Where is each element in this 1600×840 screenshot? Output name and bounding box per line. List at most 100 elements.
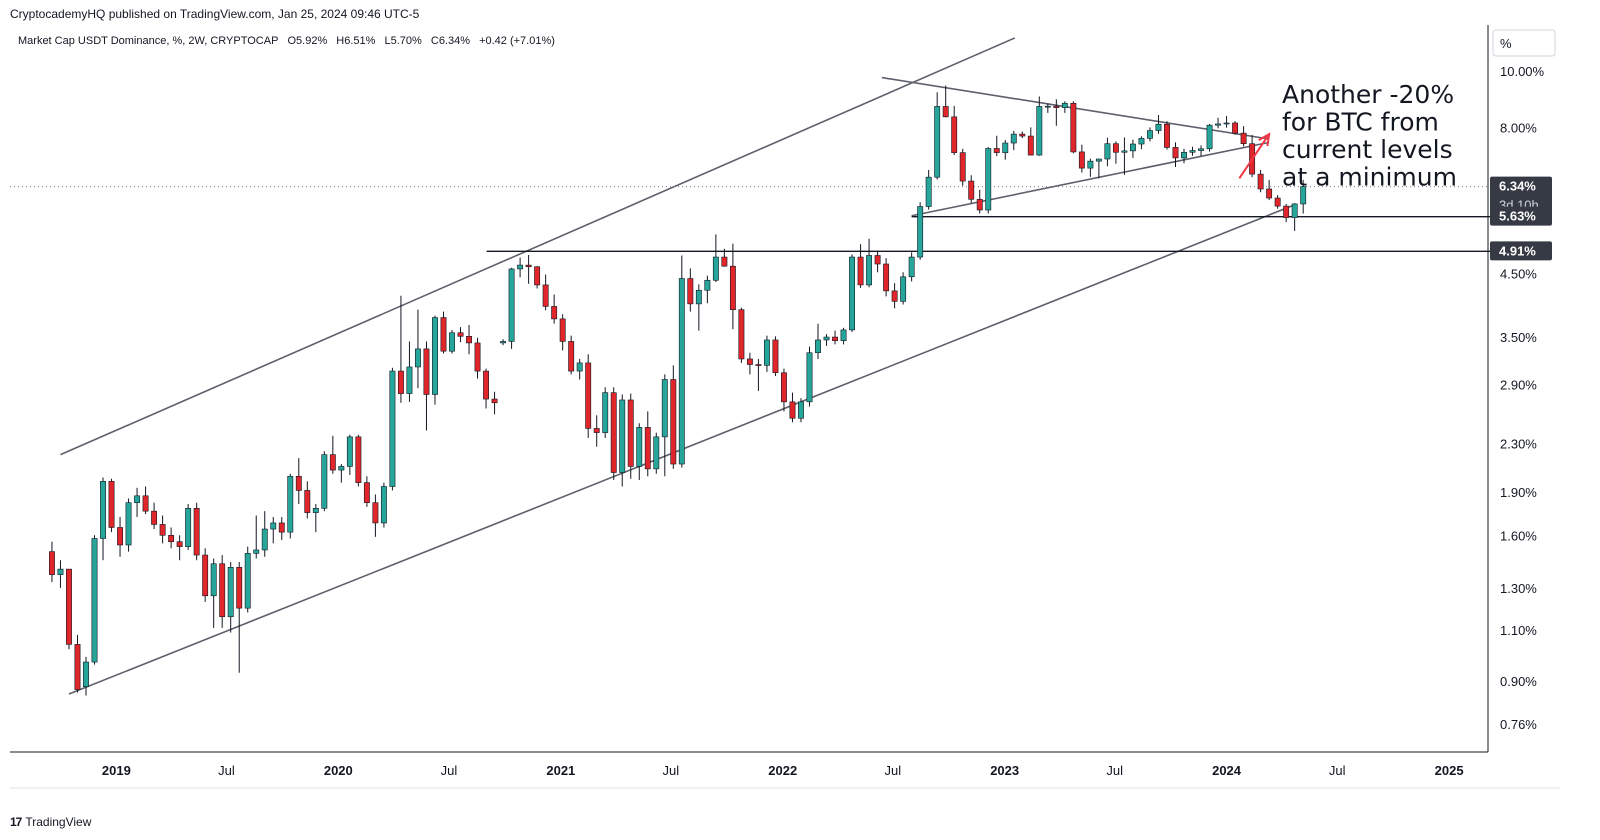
channel-upper-line[interactable] [60,37,1016,456]
triangle-bottom-line[interactable] [911,141,1270,217]
candle-up [1155,123,1162,131]
ohlc-change: +0.42 (+7.01%) [479,35,555,47]
candle-up [185,507,192,547]
candle-down [176,541,183,547]
candle-down [993,148,1000,153]
candle-down [585,362,592,429]
candle-down [1078,151,1085,169]
x-tick-label: Jul [441,763,458,778]
candle-down [483,370,489,400]
annotation-text-line: for BTC from [1282,108,1439,137]
y-tick-label: 1.90% [1500,485,1537,500]
tradingview-brand[interactable]: TradingView [25,815,92,829]
candle-up [244,553,251,609]
candle-up [1044,105,1051,108]
candle-up [602,392,609,433]
candle-down [959,152,966,182]
candle-down [781,372,787,403]
candle-up [636,427,643,467]
y-tick-label: 8.00% [1500,121,1537,136]
x-tick-label: Jul [884,763,901,778]
candle-down [1172,147,1179,159]
candle-down [1240,132,1247,144]
axes-layer: 10.00% 8.00% 4.50% 3.50% 2.90% 2.30% 1.90% 1.60… [10,25,1560,789]
candle-up [815,339,821,354]
candle-up [1215,123,1221,126]
candle-down [832,336,838,341]
candle-up [900,276,907,302]
candle-down [329,454,336,471]
candle-down [202,554,209,597]
candle-up [840,329,847,341]
candle-down [593,428,600,433]
candle-down [142,495,149,512]
candle-up [287,475,294,533]
x-tick-label: Jul [663,763,680,778]
candle-up [91,538,98,663]
candle-up [500,341,507,344]
candle-up [321,454,328,509]
x-tick-label: Jul [1106,763,1123,778]
price-label: 4.91% [1499,243,1536,258]
candle-down [721,256,728,267]
candle-up [934,106,941,178]
candle-down [687,278,694,305]
candle-down [108,481,115,528]
x-tick-label: Jul [218,763,235,778]
candle-down [1027,135,1034,156]
candle-down [644,427,651,470]
candle-down [729,265,736,310]
y-tick-label: 2.30% [1500,436,1537,451]
candle-up [253,549,260,554]
candle-down [627,399,634,467]
candle-down [772,339,779,374]
candle-down [1266,188,1273,199]
annotation-text-line: current levels [1282,135,1453,164]
scale-button-label: % [1500,36,1512,51]
symbol-name[interactable]: Market Cap USDT Dominance, %, 2W, CRYPTO… [18,35,279,47]
candle-down [883,263,890,292]
x-tick-label: 2021 [546,763,575,778]
candle-up [925,176,932,207]
candle-up [270,522,277,530]
y-tick-label: 0.76% [1500,717,1537,732]
candle-up [517,264,524,270]
candle-down [525,264,532,268]
candle-up [619,399,626,473]
candle-up [678,278,685,465]
candle-down [304,490,311,513]
candle-down [1274,197,1281,207]
candle-down [397,370,404,394]
candle-up [432,317,438,395]
candle-up [1061,102,1068,108]
candle-down [491,398,498,404]
candle-down [74,644,81,690]
candle-down [874,255,881,265]
annotation-arrow [1238,133,1270,179]
candle-down [151,510,158,525]
scale-button[interactable] [1492,29,1556,57]
y-tick-label: 0.90% [1500,674,1537,689]
candle-up [125,502,132,546]
candle-down [976,198,983,211]
candle-up [227,567,234,618]
candle-down [1164,123,1170,148]
candle-up [985,148,992,211]
candle-up [415,348,421,368]
candle-up [849,256,855,331]
candle-up [798,401,804,419]
candle-up [508,268,515,342]
candle-up [1130,143,1136,152]
footer: 17 TradingView [10,815,91,829]
y-tick-label: 1.30% [1500,581,1537,596]
candle-down [466,336,472,344]
publish-line: CryptocademyHQ published on TradingView.… [10,7,420,21]
candle-up [1300,186,1307,205]
candle-down [542,284,549,307]
candle-down [1053,105,1060,108]
candle-up [261,528,268,551]
candle-down [746,358,753,365]
candle-down [474,342,481,372]
candle-up [312,507,319,513]
